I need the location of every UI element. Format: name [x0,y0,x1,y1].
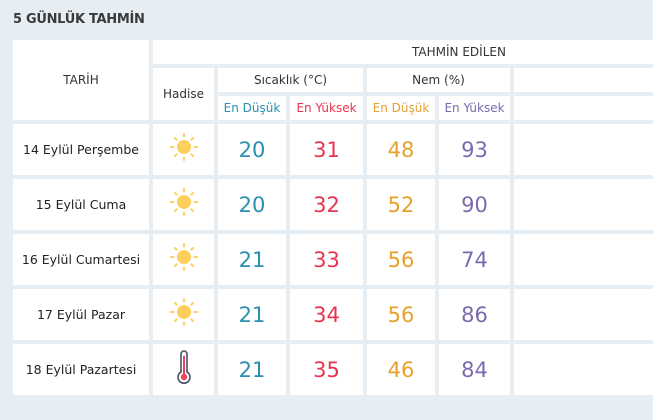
header-humidity: Nem (%) [367,68,510,92]
temp-min: 20 [218,179,286,230]
header-temp-max: En Yüksek [290,96,363,120]
row-date: 15 Eylül Cuma [13,179,149,230]
temp-min: 21 [218,289,286,340]
humidity-max: 84 [439,344,510,395]
temp-max: 31 [290,124,363,175]
humidity-max: 90 [439,179,510,230]
humidity-max: 86 [439,289,510,340]
table-row: 16 Eylül Cumartesi 21 33 56 74 [13,234,653,285]
header-extra [514,68,653,92]
header-hum-max: En Yüksek [439,96,510,120]
extra-cell [514,179,653,230]
header-forecast: TAHMİN EDİLEN [153,40,653,64]
extra-cell [514,289,653,340]
temp-min: 20 [218,124,286,175]
sun-icon [153,179,214,230]
header-temp-min: En Düşük [218,96,286,120]
humidity-max: 74 [439,234,510,285]
humidity-min: 46 [367,344,435,395]
header-date: TARİH [13,40,149,120]
forecast-table-wrapper: TARİH TAHMİN EDİLEN Hadise Sıcaklık (°C)… [13,40,653,402]
header-temp: Sıcaklık (°C) [218,68,363,92]
thermometer-icon [153,344,214,395]
temp-max: 32 [290,179,363,230]
table-row: 18 Eylül Pazartesi 21 35 46 84 [13,344,653,395]
extra-cell [514,344,653,395]
forecast-table: TARİH TAHMİN EDİLEN Hadise Sıcaklık (°C)… [13,40,653,399]
humidity-min: 56 [367,234,435,285]
humidity-max: 93 [439,124,510,175]
row-date: 16 Eylül Cumartesi [13,234,149,285]
humidity-min: 48 [367,124,435,175]
temp-min: 21 [218,234,286,285]
extra-cell [514,124,653,175]
header-hum-min: En Düşük [367,96,435,120]
extra-cell [514,234,653,285]
row-date: 17 Eylül Pazar [13,289,149,340]
table-row: 17 Eylül Pazar 21 34 56 86 [13,289,653,340]
temp-max: 33 [290,234,363,285]
row-date: 14 Eylül Perşembe [13,124,149,175]
humidity-min: 56 [367,289,435,340]
temp-max: 35 [290,344,363,395]
temp-max: 34 [290,289,363,340]
sun-icon [153,289,214,340]
header-extra-sub [514,96,653,120]
humidity-min: 52 [367,179,435,230]
table-row: 14 Eylül Perşembe 20 31 48 93 [13,124,653,175]
row-date: 18 Eylül Pazartesi [13,344,149,395]
header-event: Hadise [153,68,214,120]
sun-icon [153,124,214,175]
sun-icon [153,234,214,285]
temp-min: 21 [218,344,286,395]
table-row: 15 Eylül Cuma 20 32 52 90 [13,179,653,230]
section-title: 5 GÜNLÜK TAHMİN [13,12,145,27]
